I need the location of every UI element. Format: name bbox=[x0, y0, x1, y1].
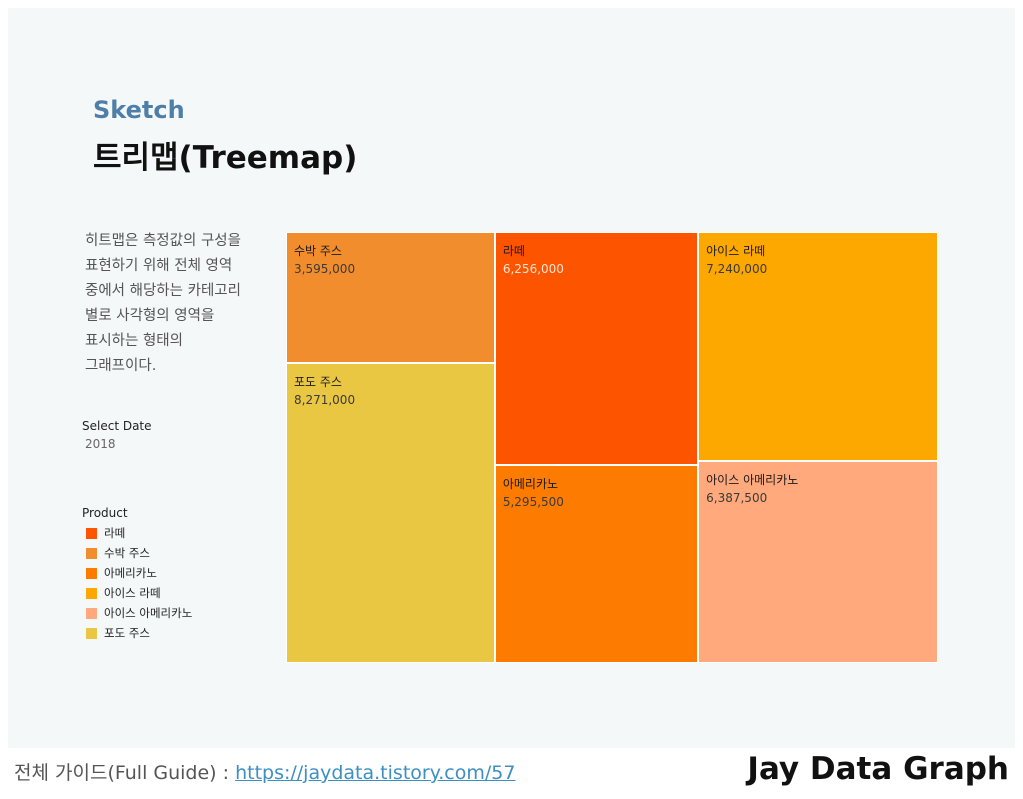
treemap-tile-iced-latte[interactable]: 아이스 라떼 7,240,000 bbox=[698, 232, 938, 461]
tile-label: 라떼 6,256,000 bbox=[503, 242, 564, 278]
guide-prefix: 전체 가이드(Full Guide) : bbox=[14, 762, 236, 784]
legend-label: 라떼 bbox=[104, 526, 126, 540]
treemap-tile-americano[interactable]: 아메리카노 5,295,500 bbox=[494, 465, 699, 663]
tile-value: 8,271,000 bbox=[294, 392, 356, 407]
treemap-tile-grape-juice[interactable]: 포도 주스 8,271,000 bbox=[286, 362, 495, 663]
description-line: 표시하는 형태의 bbox=[85, 333, 183, 349]
legend-swatch bbox=[86, 627, 97, 639]
description-line: 별로 사각형의 영역을 bbox=[85, 308, 215, 324]
filter-label: Select Date bbox=[82, 419, 152, 433]
legend-swatch bbox=[86, 607, 97, 619]
tile-value: 6,256,000 bbox=[502, 262, 564, 276]
legend-item[interactable]: 아이스 라떼 bbox=[86, 583, 192, 603]
legend-label: 아메리카노 bbox=[104, 566, 157, 580]
tile-value: 5,295,500 bbox=[502, 495, 564, 510]
legend-title: Product bbox=[82, 506, 128, 520]
description-line: 그래프이다. bbox=[85, 358, 157, 374]
sketch-label: Sketch bbox=[93, 96, 185, 124]
description-line: 중에서 해당하는 카테고리 bbox=[85, 283, 241, 299]
legend-item[interactable]: 포도 주스 bbox=[86, 623, 192, 643]
legend-swatch bbox=[86, 527, 97, 539]
legend-swatch bbox=[86, 547, 97, 559]
tile-label: 아이스 아메리카노 6,387,500 bbox=[706, 471, 798, 507]
tile-name: 아메리카노 bbox=[502, 477, 559, 492]
tile-label: 수박 주스 3,595,000 bbox=[294, 242, 355, 278]
legend-item[interactable]: 라떼 bbox=[86, 523, 192, 543]
legend-label: 아이스 라떼 bbox=[104, 586, 161, 600]
tile-value: 6,387,500 bbox=[706, 490, 768, 505]
legend-label: 수박 주스 bbox=[104, 546, 150, 560]
date-filter[interactable]: 2018 bbox=[85, 437, 116, 451]
legend-label: 포도 주스 bbox=[104, 626, 150, 640]
full-guide: 전체 가이드(Full Guide) : https://jaydata.tis… bbox=[14, 758, 515, 785]
tile-label: 포도 주스 8,271,000 bbox=[294, 373, 355, 409]
legend-swatch bbox=[86, 567, 97, 579]
legend-label: 아이스 아메리카노 bbox=[104, 606, 193, 620]
tile-name: 포도 주스 bbox=[294, 374, 342, 389]
tile-name: 아이스 아메리카노 bbox=[706, 472, 799, 487]
tile-label: 아메리카노 5,295,500 bbox=[503, 475, 564, 511]
tile-name: 라떼 bbox=[502, 244, 525, 258]
treemap-tile-iced-americano[interactable]: 아이스 아메리카노 6,387,500 bbox=[698, 460, 938, 663]
description-line: 표현하기 위해 전체 영역 bbox=[85, 258, 233, 274]
page-title: 트리맵(Treemap) bbox=[93, 140, 358, 176]
description-line: 히트맵은 측정값의 구성을 bbox=[85, 233, 241, 249]
tile-label: 아이스 라떼 7,240,000 bbox=[706, 242, 767, 278]
legend-item[interactable]: 아이스 아메리카노 bbox=[86, 603, 192, 623]
tile-name: 아이스 라떼 bbox=[706, 244, 766, 258]
tile-name: 수박 주스 bbox=[294, 244, 342, 258]
legend-item[interactable]: 아메리카노 bbox=[86, 563, 192, 583]
tile-value: 7,240,000 bbox=[706, 262, 768, 276]
description: 히트맵은 측정값의 구성을 표현하기 위해 전체 영역 중에서 해당하는 카테고… bbox=[85, 229, 265, 379]
legend-item[interactable]: 수박 주스 bbox=[86, 543, 192, 563]
legend-swatch bbox=[86, 587, 97, 599]
treemap-tile-latte[interactable]: 라떼 6,256,000 bbox=[494, 232, 699, 466]
treemap-chart: 수박 주스 3,595,000 포도 주스 8,271,000 라떼 6,256… bbox=[286, 232, 938, 663]
tile-value: 3,595,000 bbox=[294, 262, 356, 276]
treemap-tile-watermelon-juice[interactable]: 수박 주스 3,595,000 bbox=[286, 232, 495, 363]
legend: 라떼 수박 주스 아메리카노 아이스 라떼 아이스 아메리카노 포도 주스 bbox=[86, 523, 192, 643]
brand-name: Jay Data Graph bbox=[747, 751, 1009, 787]
guide-link[interactable]: https://jaydata.tistory.com/57 bbox=[235, 762, 516, 784]
